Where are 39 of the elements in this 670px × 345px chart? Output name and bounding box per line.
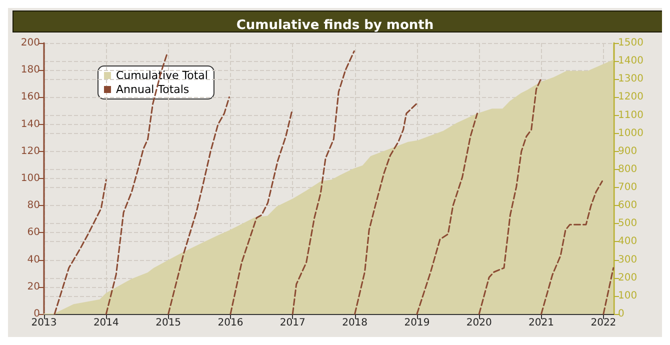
y2-tick-label: 1300: [618, 74, 644, 85]
x-tick-label: 2016: [218, 318, 244, 328]
y2-tick-label: 1400: [618, 56, 644, 67]
x-tick-label: 2018: [342, 318, 368, 328]
y-tick-label: 180: [20, 64, 40, 76]
y-tick-label: 0: [34, 308, 40, 320]
y-tick-label: 100: [20, 173, 40, 184]
y2-tick-label: 1500: [618, 38, 644, 48]
x-tick-label: 2013: [31, 318, 57, 328]
y2-tick-label: 0: [618, 308, 624, 320]
chart-title: Cumulative finds by month: [236, 18, 434, 33]
y-tick-label: 80: [27, 200, 40, 212]
x-tick-label: 2019: [404, 318, 430, 328]
y2-tick-label: 1000: [618, 128, 644, 139]
x-tick-label: 2022: [590, 318, 616, 328]
y-tick-label: 40: [27, 254, 40, 266]
y-tick-label: 120: [20, 146, 40, 157]
y2-tick-label: 900: [618, 146, 638, 157]
x-tick-label: 2020: [466, 318, 492, 328]
y2-tick-label: 600: [618, 200, 638, 212]
y2-tick-label: 400: [618, 236, 638, 248]
y2-tick-label: 100: [618, 290, 638, 302]
y-tick-label: 160: [20, 92, 40, 103]
x-tick-label: 2017: [280, 318, 306, 328]
y2-tick-label: 300: [618, 254, 638, 266]
x-tick-label: 2014: [93, 318, 119, 328]
y-tick-label: 140: [20, 118, 40, 130]
x-tick-label: 2021: [528, 318, 554, 328]
y-tick-label: 200: [20, 38, 40, 48]
y-tick-label: 60: [27, 227, 40, 238]
y2-tick-label: 700: [618, 182, 638, 194]
y2-tick-label: 800: [618, 164, 638, 175]
y2-tick-label: 500: [618, 218, 638, 230]
y2-tick-label: 200: [618, 272, 638, 284]
y-tick-label: 20: [27, 281, 40, 292]
legend-label: Annual Totals: [116, 83, 190, 96]
y2-tick-label: 1100: [618, 110, 644, 121]
x-tick-label: 2015: [156, 318, 182, 328]
y2-tick-label: 1200: [618, 92, 644, 103]
